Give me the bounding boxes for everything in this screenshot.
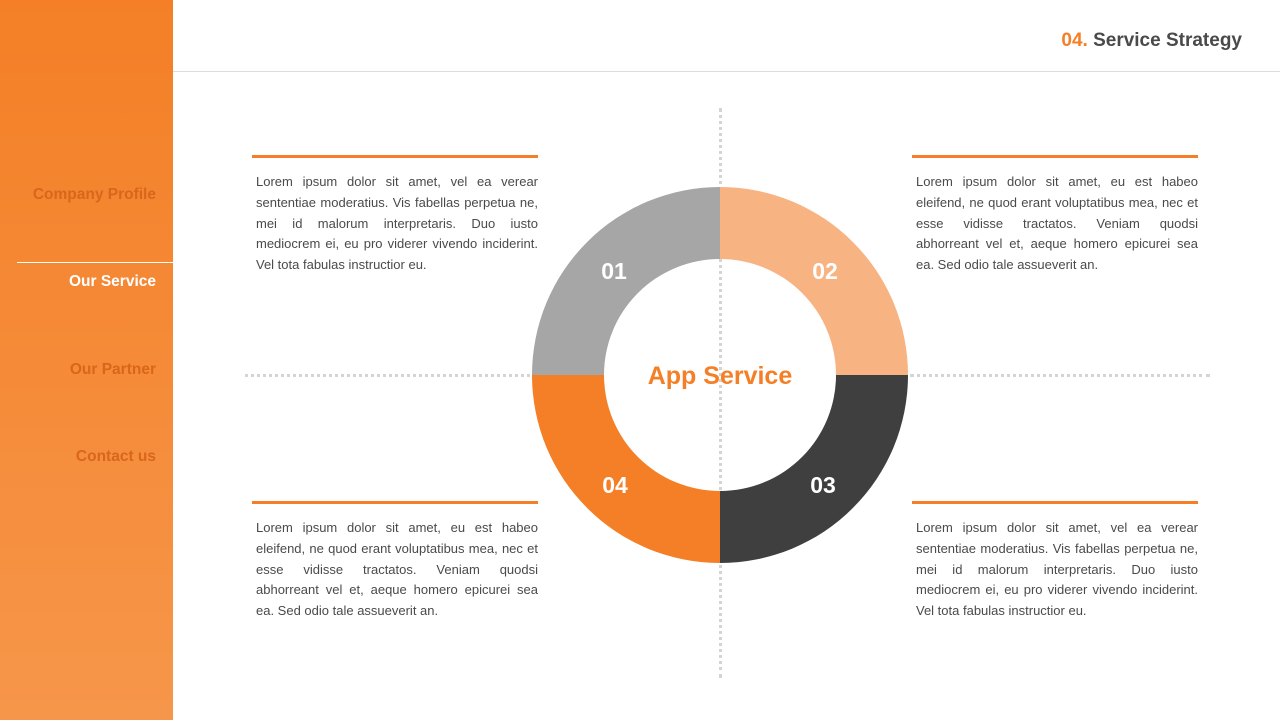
accent-bar (252, 501, 538, 504)
text-block-bottom-left: Lorem ipsum dolor sit amet, eu est habeo… (252, 501, 538, 622)
accent-bar (252, 155, 538, 158)
section-title: Service Strategy (1093, 30, 1242, 51)
segment-01 (532, 187, 720, 375)
text-block-top-left: Lorem ipsum dolor sit amet, vel ea verea… (252, 155, 538, 276)
segment-03 (720, 375, 908, 563)
vertical-guide-line (719, 108, 722, 678)
nav-item-company-profile[interactable]: Company Profile (32, 186, 156, 203)
body-text: Lorem ipsum dolor sit amet, eu est habeo… (256, 520, 538, 619)
nav-item-our-service[interactable]: Our Service (68, 273, 156, 290)
segment-label-01: 01 (601, 258, 627, 284)
page-title: 04. Service Strategy (1061, 30, 1242, 52)
segment-label-04: 04 (602, 472, 628, 498)
header-divider (173, 71, 1280, 72)
text-block-bottom-right: Lorem ipsum dolor sit amet, vel ea verea… (912, 501, 1198, 622)
segment-label-02: 02 (812, 258, 838, 284)
segment-02 (720, 187, 908, 375)
body-text: Lorem ipsum dolor sit amet, vel ea verea… (916, 520, 1198, 619)
segment-04 (532, 375, 720, 563)
center-label: App Service (648, 362, 793, 390)
horizontal-guide-line-right (910, 374, 1210, 377)
accent-bar (912, 501, 1198, 504)
sidebar: Company Profile Our Service Our Partner … (0, 0, 173, 720)
body-text: Lorem ipsum dolor sit amet, vel ea verea… (256, 174, 538, 273)
body-text: Lorem ipsum dolor sit amet, eu est habeo… (916, 174, 1198, 273)
segment-label-03: 03 (810, 472, 836, 498)
nav-item-our-partner[interactable]: Our Partner (69, 361, 156, 378)
service-donut-diagram: 01 02 03 04 App Service (532, 187, 908, 563)
nav-item-contact-us[interactable]: Contact us (75, 448, 156, 465)
section-number: 04. (1061, 30, 1088, 51)
horizontal-guide-line-left (245, 374, 530, 377)
accent-bar (912, 155, 1198, 158)
text-block-top-right: Lorem ipsum dolor sit amet, eu est habeo… (912, 155, 1198, 276)
nav-divider (17, 262, 173, 263)
